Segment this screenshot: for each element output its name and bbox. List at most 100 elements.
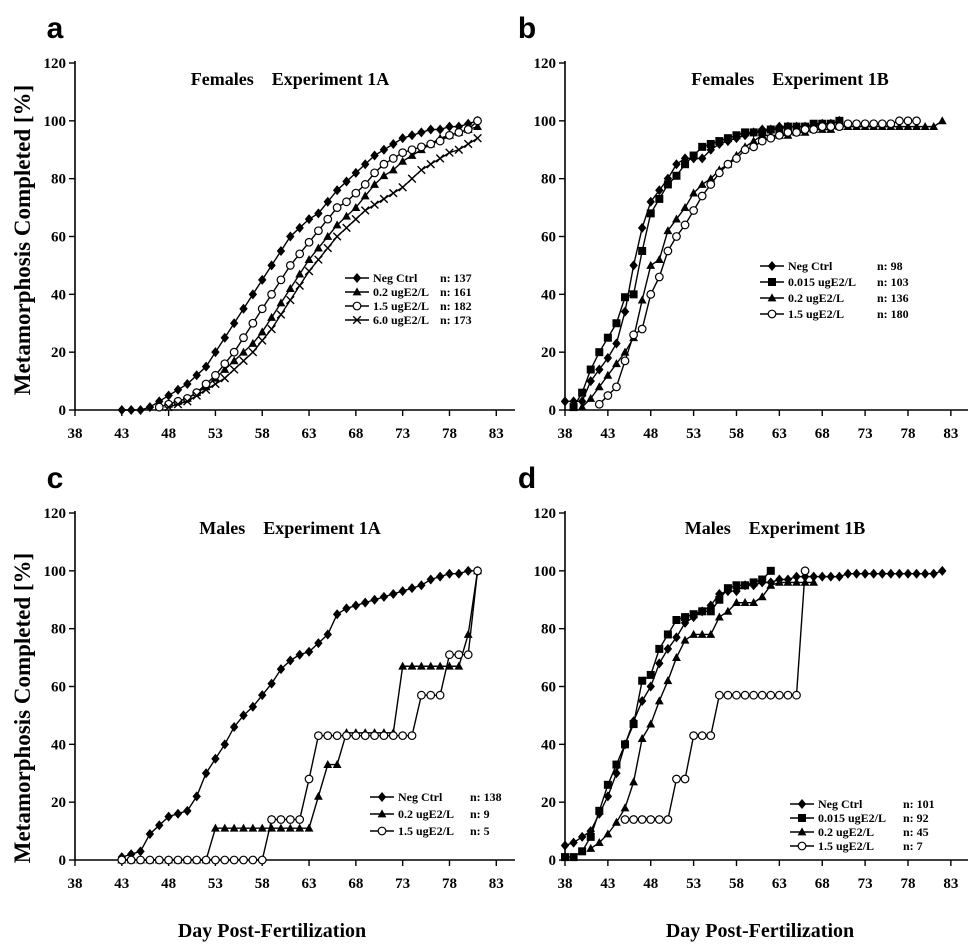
data-point — [295, 249, 305, 259]
legend-marker — [797, 827, 807, 836]
data-point — [672, 214, 681, 223]
data-point — [173, 384, 183, 395]
data-point-stroke-2 — [407, 174, 417, 183]
panel-title: Males Experiment 1B — [685, 518, 865, 538]
x-tick-label: 53 — [686, 426, 701, 442]
data-point — [173, 399, 183, 409]
data-point — [155, 820, 164, 831]
data-point — [239, 303, 248, 314]
x-tick-label: 53 — [208, 876, 223, 892]
data-point — [672, 774, 681, 784]
series-1 — [117, 115, 482, 415]
data-point — [454, 568, 464, 579]
data-point — [654, 255, 664, 264]
data-point — [379, 171, 389, 180]
data-point — [629, 720, 638, 729]
data-point — [407, 583, 417, 594]
data-point — [723, 134, 732, 143]
data-point — [637, 324, 647, 334]
data-point — [715, 137, 724, 146]
legend-marker — [352, 273, 362, 283]
data-point — [351, 167, 361, 178]
data-point — [826, 571, 836, 582]
data-point-stroke-2 — [454, 145, 464, 155]
data-point — [603, 352, 613, 363]
data-point — [672, 632, 681, 643]
data-point — [276, 815, 286, 824]
data-point — [351, 214, 361, 224]
x-tick-label: 43 — [600, 876, 615, 892]
data-point — [646, 289, 656, 299]
data-point-stroke-2 — [463, 139, 473, 149]
data-point — [577, 396, 587, 407]
legend-count: n: 173 — [440, 313, 472, 327]
data-point — [912, 568, 921, 579]
data-point — [594, 382, 604, 391]
data-point — [257, 855, 267, 865]
data-point — [183, 805, 192, 816]
data-point — [835, 116, 844, 125]
data-point — [398, 586, 407, 597]
x-tick-label: 68 — [348, 876, 363, 892]
data-point — [145, 402, 155, 413]
data-point — [612, 382, 621, 392]
data-point — [323, 231, 333, 240]
data-point — [620, 356, 630, 366]
data-point — [370, 168, 379, 178]
data-point — [426, 124, 435, 135]
data-point-stroke-2 — [398, 183, 407, 192]
data-point — [407, 145, 417, 155]
data-point — [445, 650, 454, 660]
data-point — [239, 333, 248, 343]
data-point — [286, 655, 295, 666]
data-point — [672, 232, 681, 241]
data-point — [416, 661, 426, 670]
legend-label: 0.2 ugE2/L — [398, 807, 454, 821]
data-point — [220, 364, 230, 373]
data-point — [860, 119, 870, 129]
data-point — [603, 780, 612, 789]
legend-label: 1.5 ugE2/L — [398, 824, 454, 838]
data-point — [783, 577, 793, 586]
data-point — [560, 396, 570, 407]
data-point — [295, 649, 304, 660]
data-point — [672, 159, 681, 170]
data-point-stroke-2 — [435, 154, 445, 163]
data-point — [388, 731, 398, 741]
data-point — [295, 815, 305, 824]
data-point — [285, 261, 295, 270]
data-point — [774, 130, 784, 140]
data-point — [276, 275, 286, 285]
data-point — [689, 731, 699, 741]
data-point — [689, 188, 699, 197]
data-point — [852, 568, 861, 579]
data-point — [655, 644, 664, 653]
data-point — [361, 597, 370, 608]
data-point — [774, 690, 784, 700]
data-point — [323, 629, 332, 640]
data-point — [766, 133, 776, 143]
data-point — [749, 128, 758, 137]
data-point — [663, 676, 673, 685]
data-point — [360, 206, 370, 215]
y-tick-label: 80 — [541, 622, 556, 638]
y-tick-label: 100 — [534, 564, 557, 580]
data-point — [818, 571, 827, 582]
x-tick-label: 38 — [558, 876, 573, 892]
x-tick-label: 73 — [858, 426, 873, 442]
data-point — [783, 690, 793, 700]
data-point — [612, 359, 621, 368]
data-point — [229, 318, 239, 329]
series-3 — [117, 566, 482, 865]
data-point — [445, 661, 454, 670]
data-point — [757, 690, 767, 700]
data-point — [435, 124, 445, 135]
data-point — [323, 214, 333, 224]
x-tick-label: 48 — [643, 876, 658, 892]
legend-count: n: 45 — [903, 825, 929, 839]
data-point — [698, 607, 707, 616]
data-point — [201, 379, 211, 389]
data-point — [351, 731, 361, 741]
panel-title: Females Experiment 1B — [691, 69, 888, 89]
data-point — [229, 365, 239, 374]
